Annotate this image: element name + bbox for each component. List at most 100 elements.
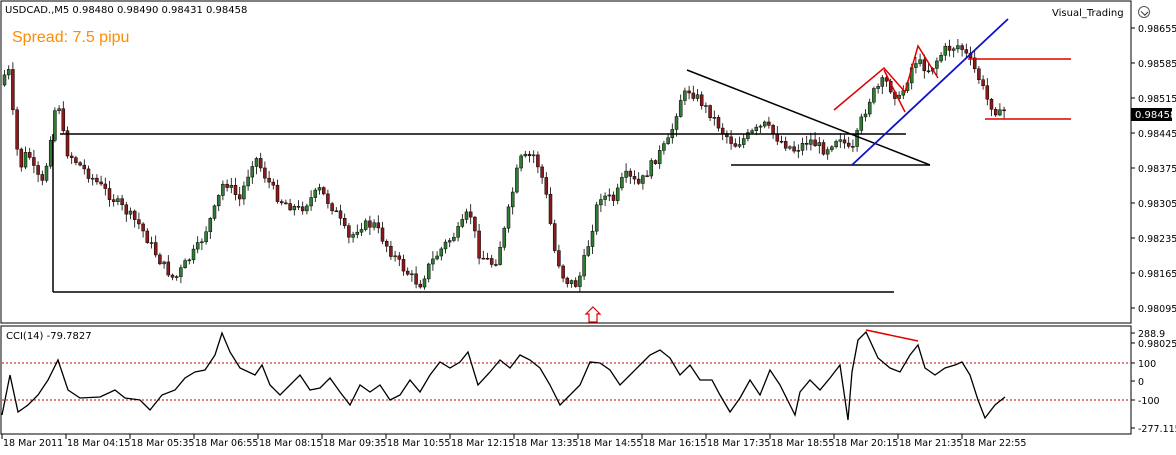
cci-line xyxy=(1,330,1006,421)
candle-body xyxy=(653,160,658,164)
candle-body xyxy=(405,270,410,275)
candle-body xyxy=(578,275,582,287)
candle-body xyxy=(565,277,570,284)
candle-body xyxy=(313,189,318,198)
cci-tick-label: -100 xyxy=(1138,396,1160,407)
price-panel[interactable] xyxy=(0,0,1132,324)
candle-body xyxy=(397,255,402,260)
red-channel-upper[interactable] xyxy=(833,44,939,111)
candle-body xyxy=(771,125,775,134)
drawing-objects[interactable] xyxy=(52,18,1071,293)
candle-body xyxy=(683,90,687,101)
candle-body xyxy=(296,206,301,208)
candle-body xyxy=(267,177,271,183)
time-axis: 18 Mar 2011 18 Mar 04:15 18 Mar 05:35 18 Ma… xyxy=(1,434,1026,449)
candle-body xyxy=(174,276,179,278)
candle-body xyxy=(527,153,532,157)
candle-body xyxy=(380,227,385,242)
candle-body xyxy=(531,154,536,157)
candle-body xyxy=(242,185,246,200)
candle-body xyxy=(544,177,549,195)
candle-body xyxy=(590,230,595,247)
candle-body xyxy=(657,150,662,164)
candle-body xyxy=(557,250,561,267)
spread-label: Spread: 7.5 pipu xyxy=(12,29,129,46)
candle-body xyxy=(964,49,969,54)
candlestick-series xyxy=(2,38,1006,292)
time-tick-label: 18 Mar 13:35 xyxy=(515,438,578,449)
candle-body xyxy=(846,142,851,147)
candle-body xyxy=(620,177,624,189)
cci-panel[interactable] xyxy=(0,325,1132,435)
candle-body xyxy=(426,263,431,280)
candle-body xyxy=(607,194,612,197)
candle-body xyxy=(418,283,423,288)
candle-body xyxy=(552,223,557,251)
candle-body xyxy=(872,88,876,103)
visual-trading-label: Visual_Trading xyxy=(1052,8,1124,19)
candle-body xyxy=(599,199,603,206)
candle-body xyxy=(519,155,523,169)
candle-body xyxy=(179,267,183,277)
candle-body xyxy=(779,140,784,143)
candle-body xyxy=(918,59,922,64)
candle-body xyxy=(737,144,742,147)
check-circle-icon[interactable] xyxy=(1138,6,1150,18)
candle-body xyxy=(2,74,7,86)
candle-body xyxy=(153,242,158,256)
candle-body xyxy=(317,187,322,191)
candle-body xyxy=(569,280,574,284)
candle-body xyxy=(69,155,74,158)
candle-body xyxy=(817,142,822,147)
candle-body xyxy=(775,133,780,142)
cci-title: CCI(14) -79.7827 xyxy=(6,331,92,342)
price-axis: 0.98655 0.98585 0.98515 0.98445 0.98375 0.983… xyxy=(1131,24,1176,350)
candle-body xyxy=(65,130,70,157)
candle-body xyxy=(804,142,809,145)
candle-body xyxy=(86,168,91,179)
candle-body xyxy=(275,184,280,202)
price-tick-label: 0.98095 xyxy=(1138,304,1176,315)
time-tick-label: 18 Mar 16:15 xyxy=(643,438,706,449)
red-channel-lower[interactable] xyxy=(883,69,906,113)
candle-body xyxy=(309,197,313,207)
candle-body xyxy=(498,246,502,265)
candle-body xyxy=(468,211,473,218)
candle-body xyxy=(363,220,368,230)
candle-body xyxy=(401,259,406,272)
candle-body xyxy=(40,174,45,181)
candle-body xyxy=(300,206,305,212)
candle-body xyxy=(506,206,511,229)
candle-body xyxy=(149,242,154,244)
candle-body xyxy=(225,183,229,188)
candle-body xyxy=(359,229,364,233)
candle-body xyxy=(603,195,607,200)
candle-body xyxy=(19,148,24,168)
candle-body xyxy=(494,264,498,266)
candle-body xyxy=(355,231,360,235)
blue-trendline[interactable] xyxy=(851,18,1009,166)
candle-body xyxy=(74,157,78,163)
candle-body xyxy=(233,185,238,195)
candle-body xyxy=(32,157,36,166)
cci-divergence-line[interactable] xyxy=(865,329,919,342)
candle-body xyxy=(981,79,985,86)
triangle-upper-line[interactable] xyxy=(686,69,931,166)
price-tick-label: 0.98305 xyxy=(1138,199,1176,210)
candle-body xyxy=(863,113,868,118)
candle-body xyxy=(573,280,578,287)
candle-body xyxy=(330,203,334,212)
candle-body xyxy=(561,265,565,279)
candle-body xyxy=(439,248,444,257)
candle-body xyxy=(624,170,628,178)
candle-body xyxy=(687,90,691,94)
time-tick-label: 18 Mar 09:35 xyxy=(323,438,386,449)
candle-body xyxy=(741,138,746,145)
candle-body xyxy=(867,101,872,115)
candle-body xyxy=(632,176,637,180)
candle-body xyxy=(95,177,99,183)
price-tick-label: 0.98025 xyxy=(1138,339,1176,350)
candle-body xyxy=(783,141,788,149)
